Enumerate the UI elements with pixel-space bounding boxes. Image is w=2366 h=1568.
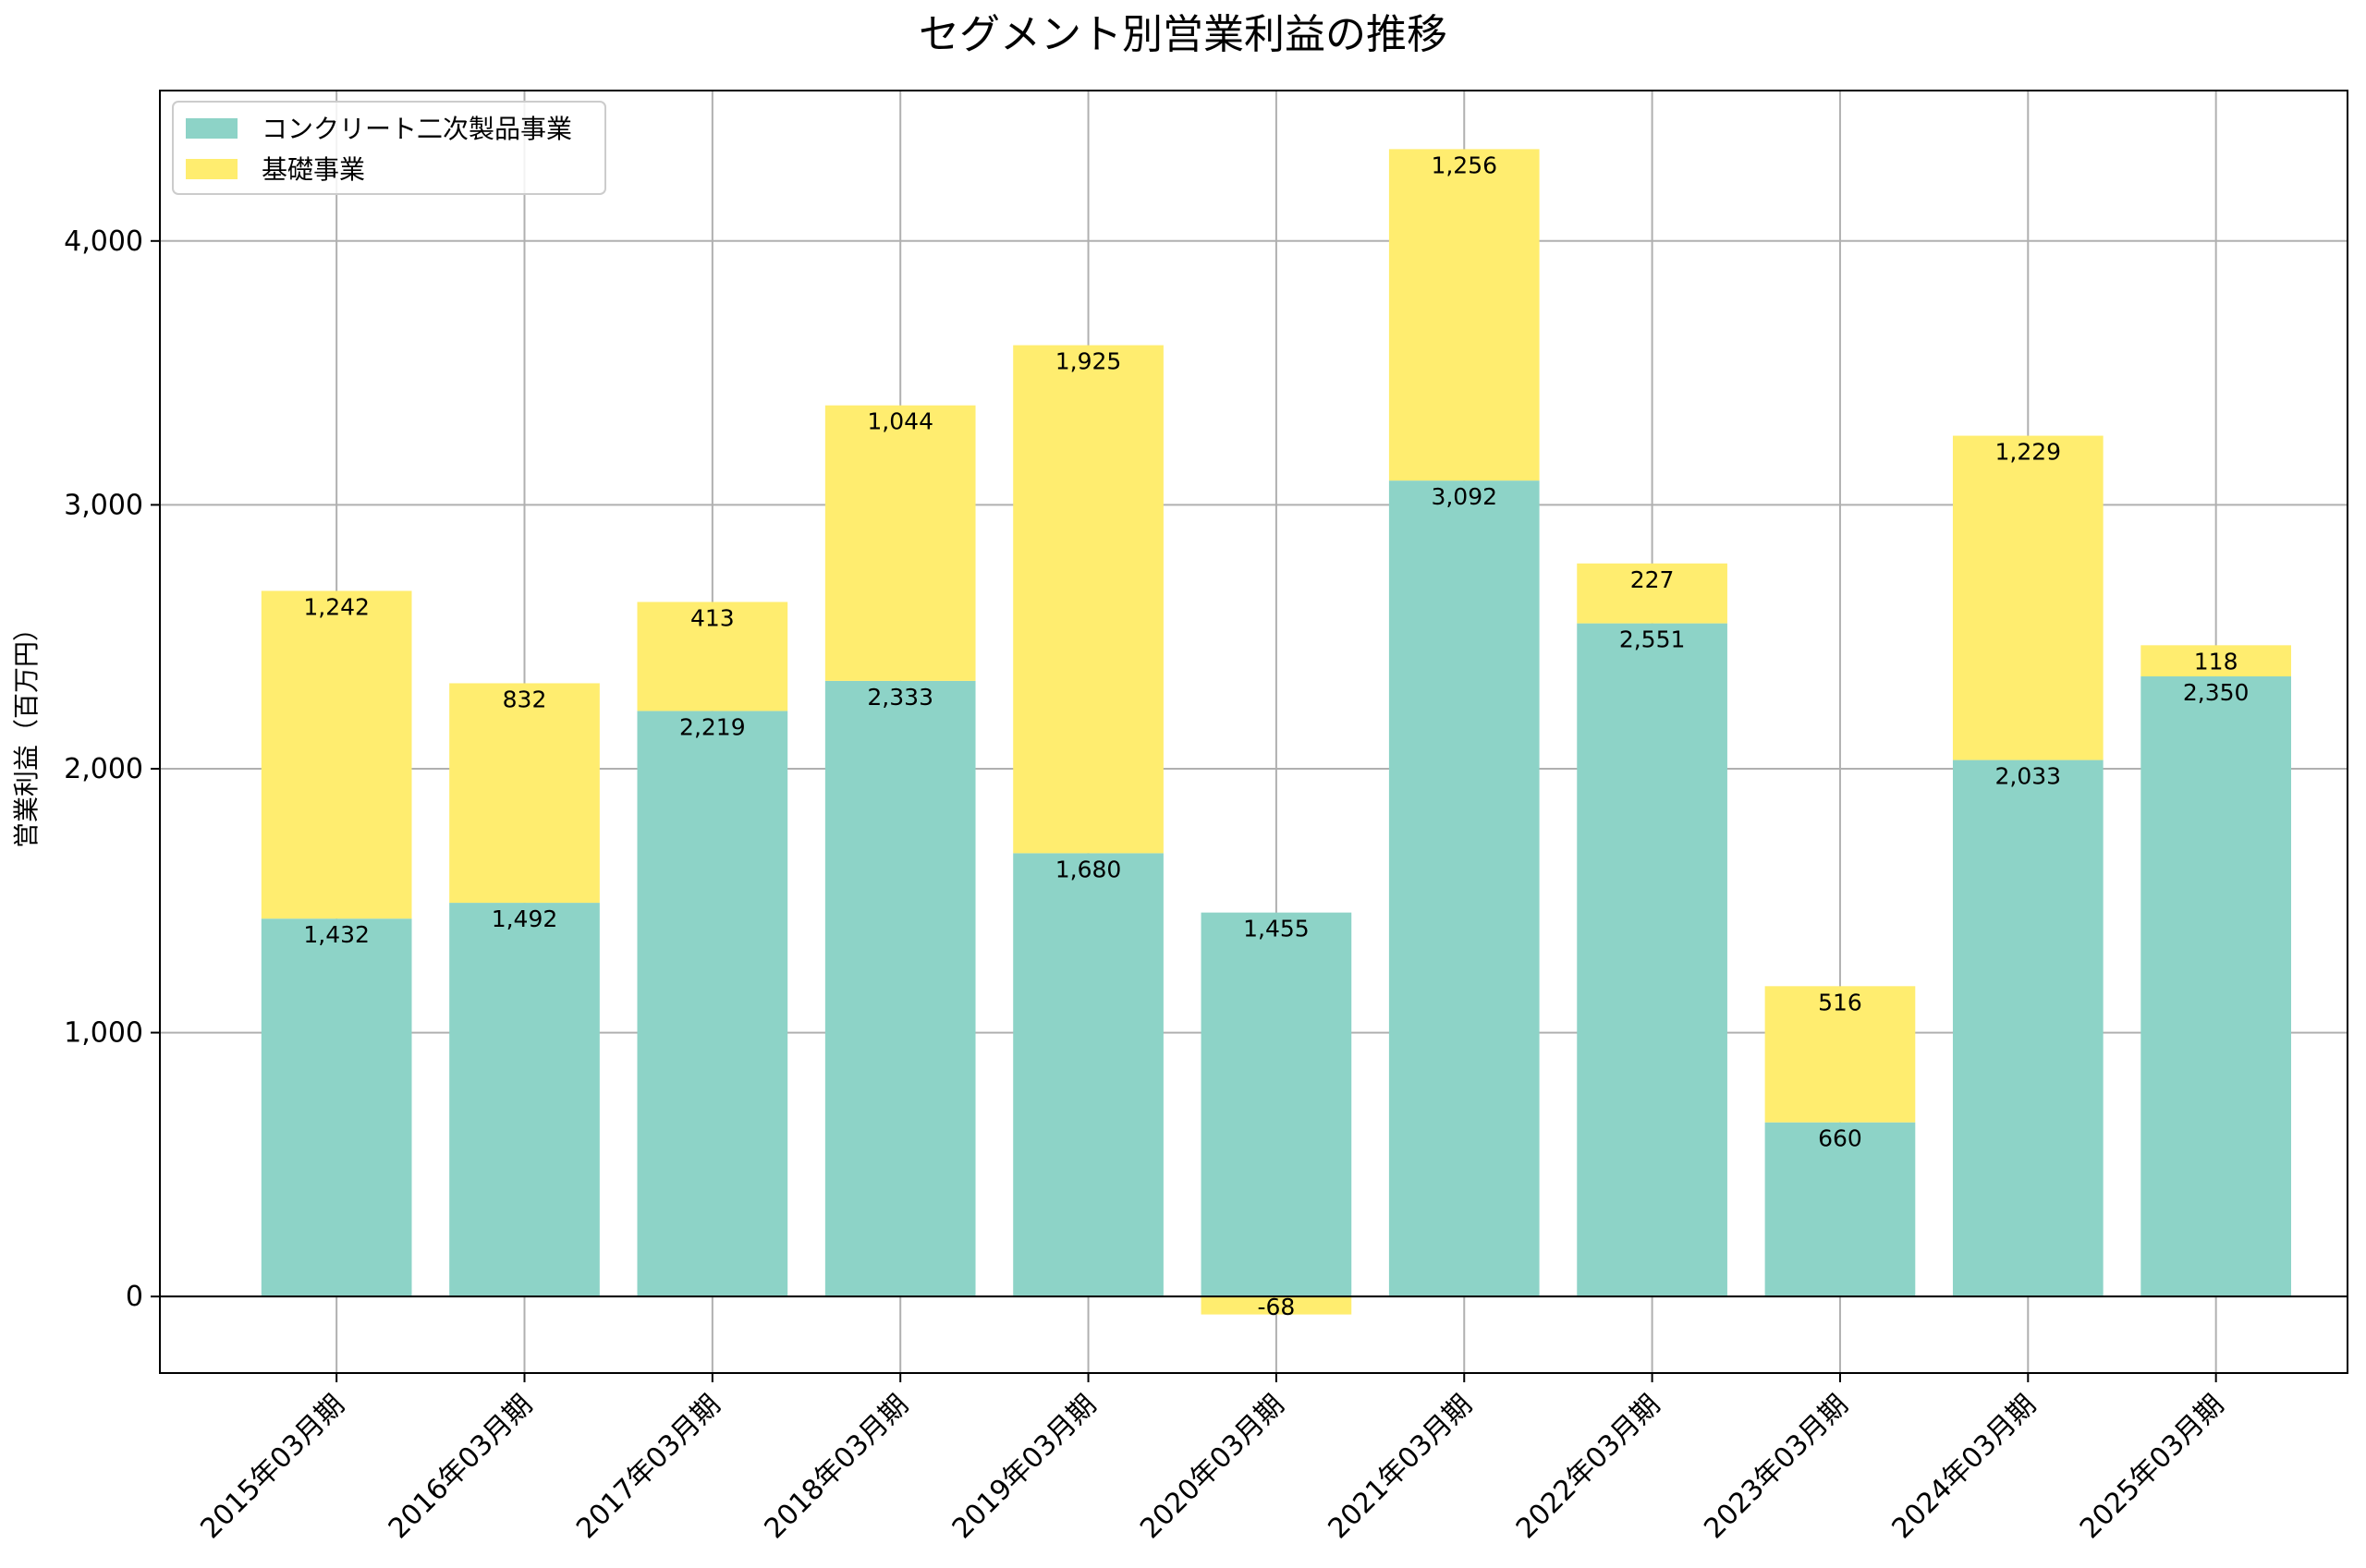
x-tick-label: 2015年03月期 — [194, 1389, 350, 1545]
bar-concrete — [824, 680, 976, 1297]
data-label-concrete: 2,219 — [679, 713, 746, 740]
data-labels: 1,432 1,242 1,492 832 2,219 413 2,333 1,044 1,68… — [303, 152, 2249, 1320]
bar-concrete — [1764, 1122, 1916, 1297]
data-label-foundation: 516 — [1818, 989, 1862, 1015]
data-label-foundation: 227 — [1630, 566, 1675, 593]
bar-concrete — [1577, 623, 1727, 1297]
x-tick-label: 2024年03月期 — [1886, 1389, 2043, 1545]
legend-swatch — [186, 159, 238, 179]
x-tick-label: 2021年03月期 — [1323, 1389, 1479, 1545]
bar-concrete — [1013, 853, 1164, 1297]
legend-label: コンクリート二次製品事業 — [262, 114, 572, 144]
bar-concrete — [637, 711, 788, 1297]
x-tick-label: 2025年03月期 — [2074, 1389, 2230, 1545]
data-label-concrete: 2,551 — [1619, 626, 1686, 653]
bar-foundation — [1952, 435, 2104, 760]
chart-title: セグメント別営業利益の推移 — [919, 11, 1447, 58]
y-tick-label: 4,000 — [64, 225, 143, 258]
y-tick-label: 0 — [126, 1281, 143, 1313]
bar-foundation — [1013, 345, 1164, 854]
bar-foundation — [261, 590, 412, 919]
bar-foundation — [2140, 645, 2291, 677]
data-label-concrete: 2,350 — [2183, 679, 2250, 706]
bar-foundation — [1201, 1296, 1352, 1315]
y-axis-title: 営業利益（百万円） — [11, 615, 42, 848]
plot-frame — [159, 90, 2348, 1374]
x-tick-label: 2016年03月期 — [383, 1389, 539, 1545]
bar-foundation — [1388, 149, 1540, 481]
data-label-concrete: 660 — [1818, 1125, 1862, 1152]
y-tick-label: 2,000 — [64, 753, 143, 785]
data-label-concrete: 1,432 — [303, 921, 370, 948]
data-label-concrete: 3,092 — [1431, 483, 1497, 510]
data-label-foundation: 413 — [690, 604, 735, 631]
bar-foundation — [1577, 563, 1727, 624]
bar-concrete — [1952, 760, 2104, 1297]
x-tick-label: 2018年03月期 — [758, 1389, 914, 1545]
bar-foundation — [637, 602, 788, 711]
legend-box — [172, 101, 606, 195]
y-tick-label: 1,000 — [64, 1017, 143, 1050]
data-label-concrete: 2,333 — [867, 684, 933, 711]
x-tick-label: 2022年03月期 — [1510, 1389, 1666, 1545]
bars-layer — [261, 149, 2291, 1315]
x-tick-label: 2023年03月期 — [1698, 1389, 1854, 1545]
bar-foundation — [824, 405, 976, 681]
data-label-foundation: 1,044 — [867, 408, 933, 435]
bar-concrete — [2140, 676, 2291, 1297]
bar-concrete — [261, 918, 412, 1297]
data-label-concrete: 2,033 — [1995, 763, 2062, 790]
x-tick-label: 2017年03月期 — [570, 1389, 726, 1545]
data-label-foundation: 1,256 — [1431, 152, 1497, 178]
bar-foundation — [1764, 986, 1916, 1123]
bar-foundation — [449, 683, 600, 904]
data-label-foundation: 118 — [2194, 648, 2238, 675]
data-label-foundation: 1,242 — [303, 593, 370, 620]
x-tick-label: 2020年03月期 — [1134, 1389, 1290, 1545]
x-tick-label: 2019年03月期 — [946, 1389, 1103, 1545]
data-label-foundation: 1,925 — [1055, 348, 1122, 375]
legend-swatch — [186, 118, 238, 139]
data-label-concrete: 1,680 — [1055, 856, 1122, 882]
data-label-foundation: -68 — [1257, 1294, 1295, 1320]
bar-concrete — [1201, 912, 1352, 1297]
legend-label: 基礎事業 — [262, 154, 365, 185]
data-label-foundation: 832 — [503, 686, 547, 712]
data-label-concrete: 1,455 — [1243, 916, 1310, 942]
data-label-foundation: 1,229 — [1995, 439, 2062, 466]
y-tick-label: 3,000 — [64, 489, 143, 521]
bar-concrete — [449, 903, 600, 1297]
bar-concrete — [1388, 480, 1540, 1297]
data-label-concrete: 1,492 — [492, 906, 558, 932]
